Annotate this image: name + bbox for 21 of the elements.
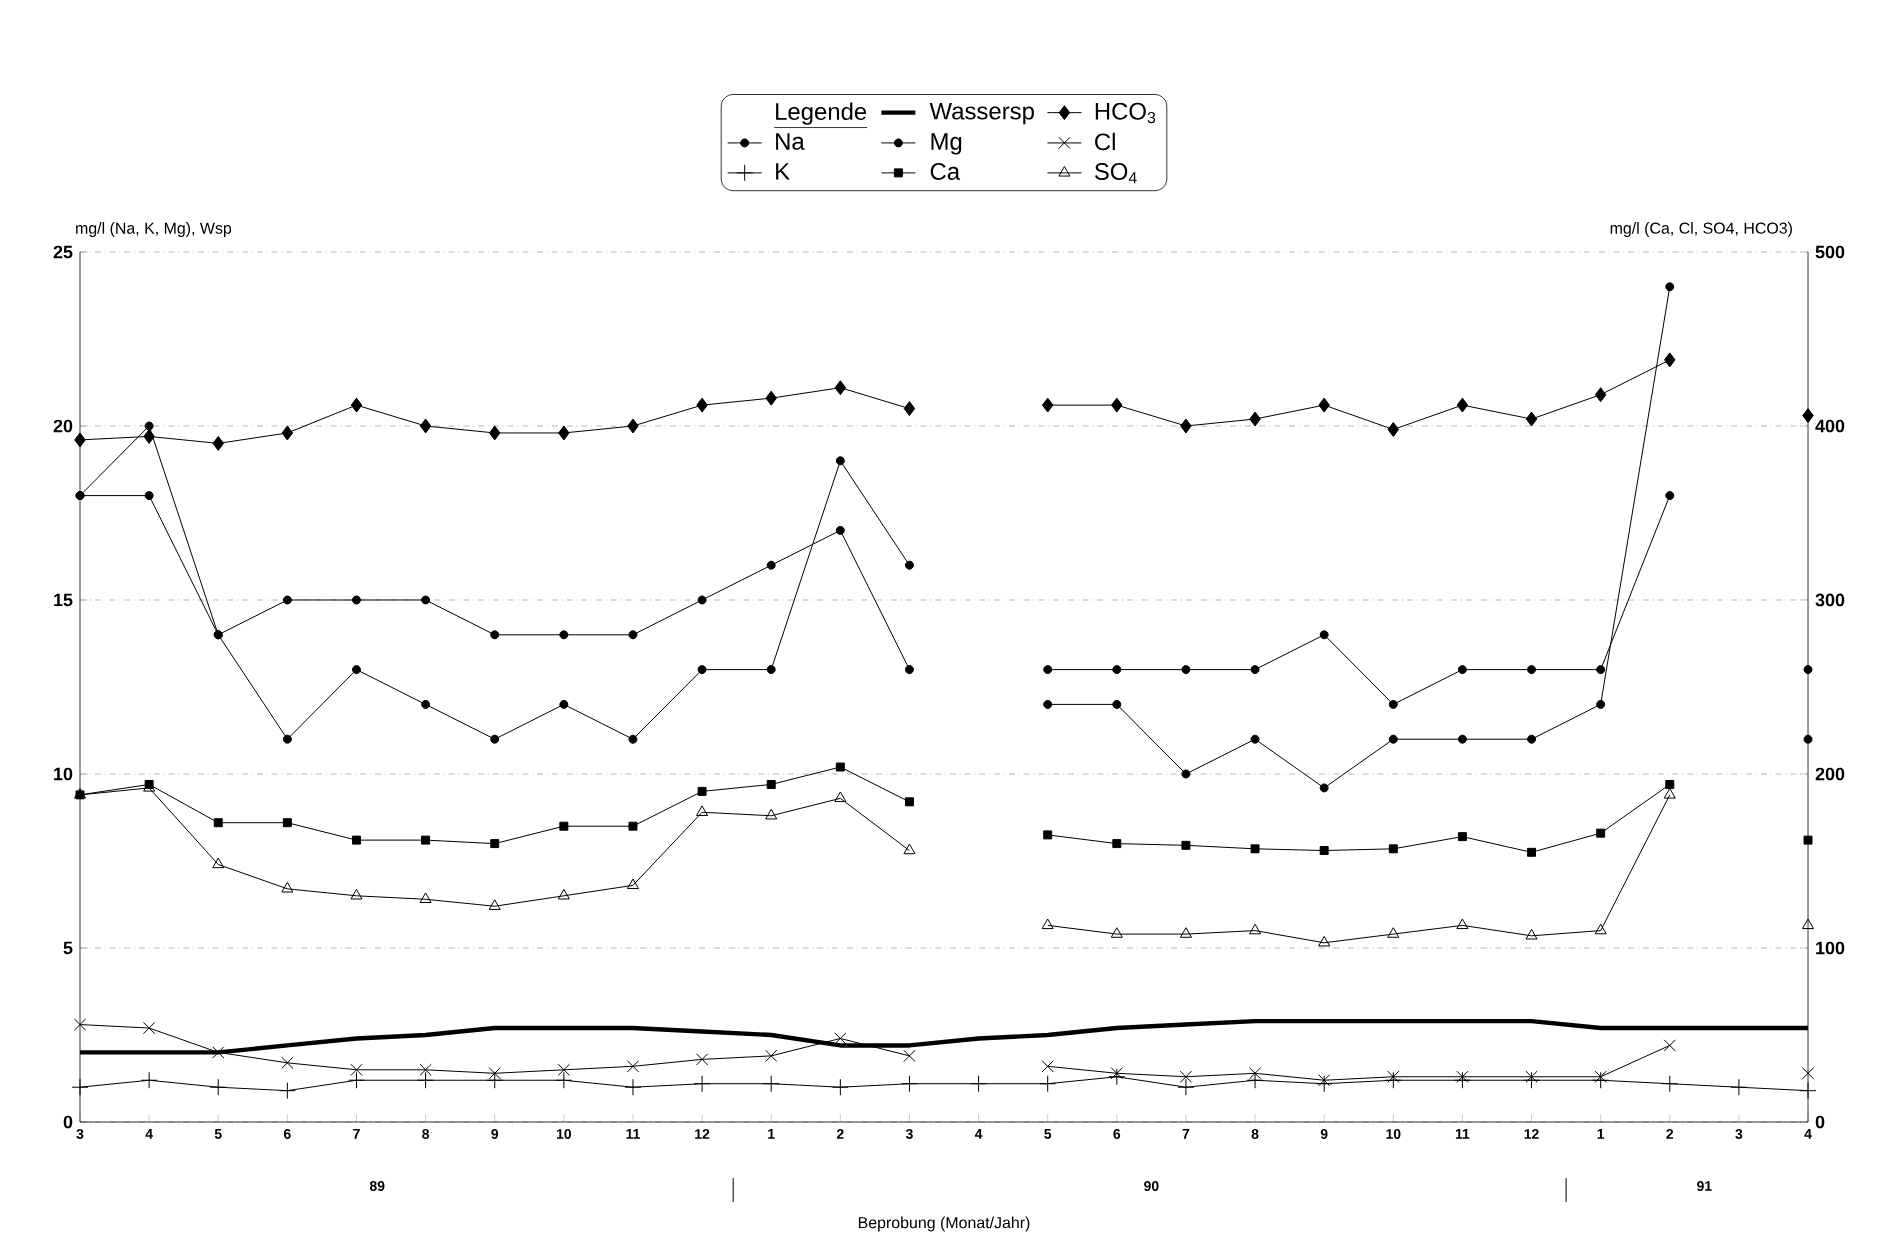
y2-tick-label: 200 bbox=[1815, 767, 1845, 781]
y-tick-label: 5 bbox=[63, 941, 73, 955]
legend-title: Legende bbox=[776, 102, 867, 125]
y2-tick-label: 400 bbox=[1815, 419, 1845, 433]
legend-label: Cl bbox=[1095, 132, 1115, 151]
y-tick-label: 25 bbox=[53, 245, 73, 259]
y2-tick-label: 0 bbox=[1815, 1115, 1825, 1129]
y2-tick-label: 300 bbox=[1815, 593, 1845, 607]
y-tick-label: 20 bbox=[53, 419, 73, 433]
y-tick-label: 10 bbox=[54, 767, 73, 781]
legend-label: Na bbox=[776, 133, 805, 150]
legend-label: SO$_{4}$ bbox=[1094, 163, 1137, 184]
y2-tick-label: 500 bbox=[1815, 245, 1845, 259]
y-tick-label: 0 bbox=[63, 1115, 73, 1129]
legend-label: K bbox=[776, 163, 790, 180]
legend-label: Ca bbox=[930, 163, 961, 180]
y-tick-label: 15 bbox=[54, 593, 73, 607]
legend-label: HCO$_{3}$ bbox=[1095, 102, 1156, 124]
y2-tick-label: 100 bbox=[1816, 941, 1845, 955]
legend-label: Wassersp bbox=[929, 102, 1034, 125]
legend-label: Mg bbox=[931, 133, 962, 155]
